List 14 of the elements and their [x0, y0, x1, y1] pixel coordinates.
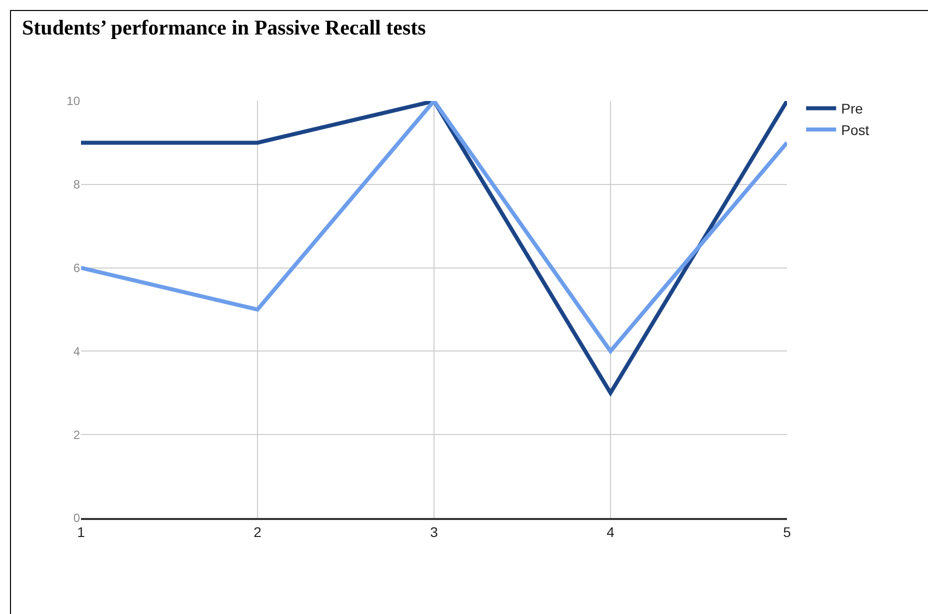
x-tick-label: 5	[783, 524, 792, 540]
y-tick-label: 8	[73, 178, 80, 192]
x-tick-label: 2	[254, 524, 262, 540]
y-tick-label: 2	[73, 428, 80, 442]
chart-title: Students’ performance in Passive Recall tests	[22, 16, 426, 40]
x-tick-label: 3	[430, 524, 438, 540]
x-tick-label: 4	[606, 524, 615, 540]
y-tick-label: 10	[66, 94, 80, 108]
x-tick-label: 1	[77, 524, 86, 540]
y-tick-label: 4	[73, 344, 80, 358]
y-tick-label: 0	[73, 511, 80, 526]
legend-label: Pre	[841, 100, 864, 117]
legend-label: Post	[841, 122, 870, 138]
y-tick-label: 6	[73, 261, 80, 275]
